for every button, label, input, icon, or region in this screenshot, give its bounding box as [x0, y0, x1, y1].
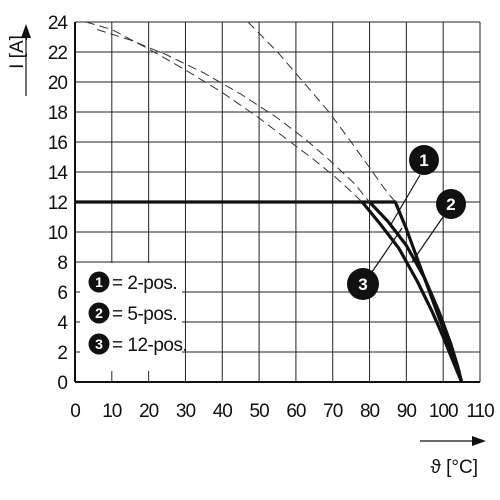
- y-tick-label: 6: [57, 283, 67, 304]
- legend: 1 = 2-pos. 2 = 5-pos. 3 = 12-pos.: [80, 263, 188, 371]
- legend-marker: [88, 333, 110, 355]
- curve-badge-3: [347, 268, 379, 300]
- x-tick-label: 40: [213, 401, 233, 422]
- x-tick-label: 30: [176, 401, 196, 422]
- x-tick-label: 110: [466, 401, 494, 422]
- y-tick-label: 16: [48, 133, 68, 154]
- x-axis-label: ϑ [°C]: [430, 457, 478, 478]
- series-lines: [75, 21, 464, 383]
- curve-badge-label: 1: [419, 151, 428, 170]
- curve-badge-1: [409, 145, 439, 175]
- curve-badge-label: 2: [446, 195, 455, 214]
- x-tick-label: 10: [102, 401, 122, 422]
- y-tick-label: 4: [57, 313, 68, 334]
- x-tick-label: 50: [250, 401, 270, 422]
- y-tick-label: 18: [48, 103, 68, 124]
- x-tick-label: 90: [397, 401, 417, 422]
- y-tick-label: 22: [48, 43, 68, 64]
- y-tick-label: 10: [48, 223, 68, 244]
- curve-badge-label: 3: [358, 275, 367, 294]
- y-tick-label: 24: [48, 13, 69, 34]
- y-axis-label-group: I [A]: [7, 24, 31, 96]
- y-tick-label: 14: [48, 163, 69, 184]
- y-tick-label: 12: [48, 193, 68, 214]
- x-tick-label: 0: [70, 401, 80, 422]
- legend-entry-label: = 5-pos.: [112, 304, 177, 325]
- x-axis-label-group: ϑ [°C]: [420, 436, 486, 478]
- y-tick-label: 2: [57, 343, 67, 364]
- legend-marker: [88, 271, 110, 293]
- badge-leader-line: [389, 174, 421, 227]
- curve-badges: 1 2 3: [347, 145, 466, 300]
- legend-entry-label: = 2-pos.: [112, 273, 177, 294]
- badge-leader-line: [371, 227, 403, 273]
- badge-leader-line: [411, 216, 444, 263]
- series-2-solid-line: [368, 200, 464, 383]
- series-2-dashed-line: [96, 29, 370, 203]
- x-tick-label: 100: [429, 401, 458, 422]
- x-tick-label: 80: [360, 401, 380, 422]
- legend-marker-label: 3: [95, 336, 103, 352]
- y-tick-label: 20: [48, 73, 68, 94]
- y-tick-label: 0: [57, 373, 67, 394]
- legend-marker-label: 2: [95, 305, 103, 321]
- legend-marker: [88, 302, 110, 324]
- y-tick-label: 8: [57, 253, 67, 274]
- series-3-solid-line: [360, 200, 464, 383]
- x-tick-label: 20: [139, 401, 159, 422]
- series-3-dashed-line: [85, 21, 363, 203]
- legend-entry-label: = 12-pos.: [112, 335, 187, 356]
- x-tick-labels: 0 10 20 30 40 50 60 70 80 90 100 110: [70, 401, 495, 422]
- y-axis-label: I [A]: [7, 35, 28, 69]
- series-1-dashed-line: [247, 21, 396, 203]
- legend-marker-label: 1: [95, 274, 103, 290]
- x-tick-label: 70: [323, 401, 343, 422]
- curve-badge-2: [436, 189, 466, 219]
- x-tick-label: 60: [286, 401, 306, 422]
